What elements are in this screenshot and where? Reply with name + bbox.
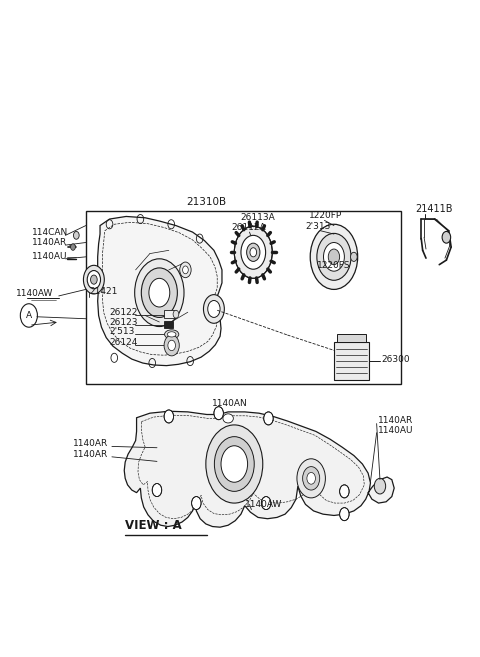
Circle shape bbox=[324, 242, 344, 271]
Text: 26112A: 26112A bbox=[231, 223, 266, 232]
Circle shape bbox=[241, 235, 265, 269]
Circle shape bbox=[340, 485, 349, 498]
Circle shape bbox=[84, 265, 104, 294]
Circle shape bbox=[442, 231, 451, 243]
Circle shape bbox=[152, 484, 162, 497]
Circle shape bbox=[141, 268, 178, 317]
Circle shape bbox=[173, 310, 179, 318]
Text: 26300: 26300 bbox=[382, 355, 410, 364]
Text: 26122: 26122 bbox=[109, 307, 138, 317]
Ellipse shape bbox=[223, 414, 233, 423]
Text: 1140AU: 1140AU bbox=[32, 252, 68, 261]
Circle shape bbox=[302, 466, 320, 490]
Circle shape bbox=[135, 259, 184, 327]
Polygon shape bbox=[97, 216, 222, 366]
Text: VIEW : A: VIEW : A bbox=[125, 519, 182, 532]
Text: 26113A: 26113A bbox=[240, 213, 275, 221]
Bar bbox=[337, 334, 366, 342]
Polygon shape bbox=[124, 411, 394, 527]
Circle shape bbox=[221, 445, 248, 482]
Text: 1140AU: 1140AU bbox=[378, 426, 413, 435]
Circle shape bbox=[350, 252, 357, 261]
Text: 21421: 21421 bbox=[89, 287, 118, 296]
Text: 1140AW: 1140AW bbox=[245, 500, 282, 509]
Circle shape bbox=[149, 279, 170, 307]
Circle shape bbox=[87, 271, 100, 289]
Circle shape bbox=[168, 340, 176, 351]
Text: 2'513: 2'513 bbox=[109, 327, 135, 336]
Circle shape bbox=[340, 508, 349, 521]
Circle shape bbox=[182, 266, 188, 274]
Circle shape bbox=[261, 497, 271, 510]
Circle shape bbox=[234, 226, 272, 279]
Circle shape bbox=[310, 224, 358, 290]
Ellipse shape bbox=[168, 332, 176, 337]
Text: 1140AN: 1140AN bbox=[212, 399, 247, 408]
Text: 26123: 26123 bbox=[109, 317, 138, 327]
Circle shape bbox=[208, 300, 220, 317]
Circle shape bbox=[204, 294, 224, 323]
Text: 114CAN: 114CAN bbox=[32, 228, 69, 237]
Circle shape bbox=[264, 412, 273, 425]
Circle shape bbox=[247, 243, 260, 261]
Bar bbox=[164, 310, 176, 318]
Circle shape bbox=[206, 425, 263, 503]
Text: 1140AR: 1140AR bbox=[73, 450, 108, 459]
Circle shape bbox=[328, 249, 340, 265]
Circle shape bbox=[73, 231, 79, 239]
Circle shape bbox=[214, 407, 223, 420]
Circle shape bbox=[215, 437, 254, 491]
Circle shape bbox=[71, 244, 75, 250]
Text: 21411B: 21411B bbox=[416, 204, 453, 214]
Circle shape bbox=[250, 248, 257, 257]
Text: 2'313: 2'313 bbox=[305, 222, 331, 231]
Text: 26124: 26124 bbox=[109, 338, 138, 347]
Circle shape bbox=[180, 262, 191, 278]
Circle shape bbox=[297, 459, 325, 498]
Text: 1220FS: 1220FS bbox=[317, 261, 350, 270]
Text: 1140AR: 1140AR bbox=[32, 238, 68, 247]
Circle shape bbox=[91, 275, 97, 284]
Bar bbox=[86, 212, 401, 384]
Bar bbox=[335, 342, 369, 380]
Text: 21310B: 21310B bbox=[187, 197, 227, 208]
Text: 1140AR: 1140AR bbox=[378, 416, 413, 425]
Text: 1140AR: 1140AR bbox=[73, 440, 108, 448]
Circle shape bbox=[307, 472, 315, 484]
Bar bbox=[164, 321, 173, 328]
Circle shape bbox=[192, 497, 201, 510]
Text: A: A bbox=[26, 311, 32, 320]
Circle shape bbox=[164, 410, 174, 423]
Circle shape bbox=[317, 233, 351, 281]
Circle shape bbox=[374, 478, 385, 494]
Circle shape bbox=[164, 335, 179, 356]
Text: 1140AW: 1140AW bbox=[16, 289, 53, 298]
Text: 1220FP: 1220FP bbox=[309, 211, 342, 219]
Ellipse shape bbox=[165, 330, 179, 339]
